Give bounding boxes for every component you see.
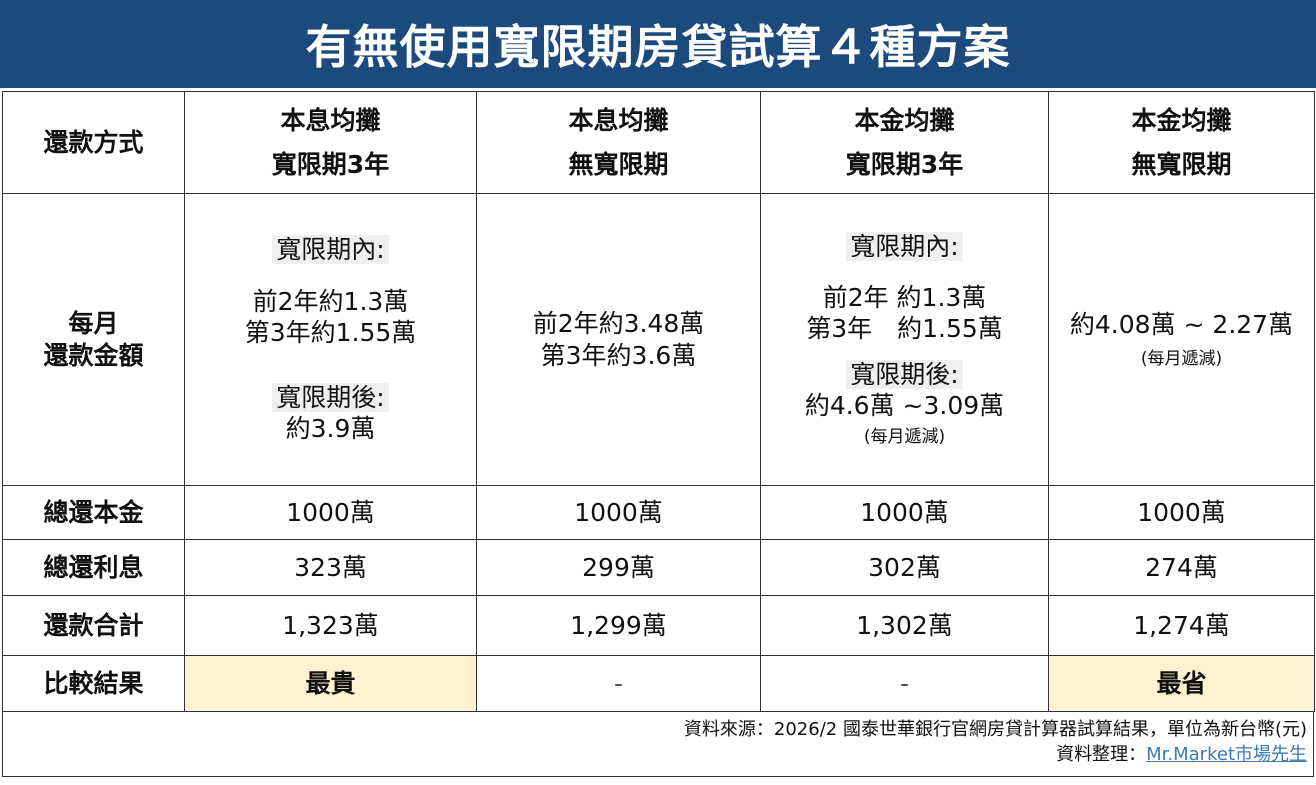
- payment-line: 約4.08萬 ~ 2.27萬: [1069, 310, 1294, 340]
- table-row: 總還本金 1000萬 1000萬 1000萬 1000萬: [2, 485, 1315, 540]
- source-note: 資料來源：2026/2 國泰世華銀行官網房貸計算器試算結果，單位為新台幣(元): [683, 719, 1307, 740]
- payment-line: 前2年約3.48萬: [532, 309, 705, 339]
- after-grace-value: 約3.9萬: [285, 414, 376, 444]
- payment-line: 前2年 約1.3萬: [822, 283, 987, 312]
- table-cell: 302萬: [760, 539, 1049, 596]
- table-cell: 299萬: [476, 539, 761, 596]
- compare-row: 比較結果 最貴 - - 最省: [2, 655, 1315, 712]
- compiled-label: 資料整理：: [1056, 744, 1147, 765]
- after-grace-label: 寬限期後:: [272, 383, 389, 413]
- payment-line: 第3年約3.6萬: [540, 340, 697, 370]
- corner-cell: 還款方式: [2, 91, 185, 194]
- table-cell: 1000萬: [1048, 485, 1315, 540]
- column-header-3: 本金均攤寬限期3年: [760, 91, 1049, 194]
- table-cell: 1,302萬: [760, 595, 1049, 656]
- payment-line: 第3年約1.55萬: [244, 317, 417, 347]
- row-label-monthly: 每月 還款金額: [2, 193, 185, 486]
- decreasing-note: (每月遞減): [1140, 348, 1223, 369]
- compiled-note: 資料整理：Mr.Market市場先生: [3, 742, 1307, 767]
- source-link[interactable]: Mr.Market市場先生: [1146, 744, 1307, 765]
- page-title: 有無使用寬限期房貸試算４種方案: [305, 20, 1011, 74]
- table-cell: 1000萬: [476, 485, 761, 540]
- table-cell: 1000萬: [184, 485, 477, 540]
- comparison-table: 還款方式 本息均攤寬限期3年 本息均攤無寬限期 本金均攤寬限期3年 本金均攤無寬…: [2, 91, 1315, 712]
- row-label-line: 還款金額: [43, 340, 144, 370]
- header-row: 還款方式 本息均攤寬限期3年 本息均攤無寬限期 本金均攤寬限期3年 本金均攤無寬…: [2, 91, 1315, 194]
- decreasing-note: (每月遞減): [863, 427, 946, 447]
- column-header-method: 本金均攤: [1131, 106, 1232, 136]
- table-cell: 1,323萬: [184, 595, 477, 656]
- column-header-grace: 無寬限期: [1131, 149, 1232, 179]
- monthly-cell-1: 寬限期內: 前2年約1.3萬 第3年約1.55萬 寬限期後: 約3.9萬: [184, 193, 477, 486]
- grace-period-label: 寬限期內:: [272, 235, 389, 265]
- row-label: 總還利息: [2, 539, 185, 596]
- cheapest-badge: 最省: [1048, 655, 1315, 712]
- column-header-grace: 寬限期3年: [271, 149, 390, 179]
- column-header-grace: 寬限期3年: [845, 149, 964, 179]
- table-row: 總還利息 323萬 299萬 302萬 274萬: [2, 539, 1315, 596]
- row-label: 還款合計: [2, 595, 185, 656]
- table-cell: 1000萬: [760, 485, 1049, 540]
- after-grace-value: 約4.6萬 ~3.09萬: [804, 390, 1005, 420]
- table-cell: 1,274萬: [1048, 595, 1315, 656]
- column-header-1: 本息均攤寬限期3年: [184, 91, 477, 194]
- table-cell: 323萬: [184, 539, 477, 596]
- footer-notes: 資料來源：2026/2 國泰世華銀行官網房貸計算器試算結果，單位為新台幣(元) …: [2, 711, 1314, 777]
- table-cell: -: [760, 655, 1049, 712]
- after-grace-label: 寬限期後:: [846, 359, 963, 389]
- monthly-cell-3: 寬限期內: 前2年 約1.3萬 第3年 約1.55萬 寬限期後: 約4.6萬 ~…: [760, 193, 1049, 486]
- title-banner: 有無使用寬限期房貸試算４種方案: [0, 0, 1316, 88]
- grace-period-label: 寬限期內:: [846, 231, 963, 261]
- monthly-cell-4: 約4.08萬 ~ 2.27萬 (每月遞減): [1048, 193, 1315, 486]
- column-header-2: 本息均攤 無寬限期: [476, 91, 761, 194]
- most-expensive-badge: 最貴: [184, 655, 477, 712]
- row-label: 比較結果: [2, 655, 185, 712]
- column-header-method: 本息均攤: [568, 106, 669, 136]
- column-header-method: 本息均攤: [280, 106, 381, 136]
- monthly-cell-2: 前2年約3.48萬 第3年約3.6萬: [476, 193, 761, 486]
- column-header-method: 本金均攤: [854, 106, 955, 136]
- table-cell: 1,299萬: [476, 595, 761, 656]
- table-row: 還款合計 1,323萬 1,299萬 1,302萬 1,274萬: [2, 595, 1315, 656]
- row-label: 總還本金: [2, 485, 185, 540]
- column-header-4: 本金均攤 無寬限期: [1048, 91, 1315, 194]
- table-cell: -: [476, 655, 761, 712]
- payment-line: 前2年約1.3萬: [252, 286, 409, 316]
- monthly-payment-row: 每月 還款金額 寬限期內: 前2年約1.3萬 第3年約1.55萬 寬限期後: 約3…: [2, 193, 1315, 486]
- column-header-grace: 無寬限期: [568, 149, 669, 179]
- row-label-line: 每月: [68, 309, 119, 339]
- payment-line: 第3年 約1.55萬: [806, 314, 1003, 344]
- table-cell: 274萬: [1048, 539, 1315, 596]
